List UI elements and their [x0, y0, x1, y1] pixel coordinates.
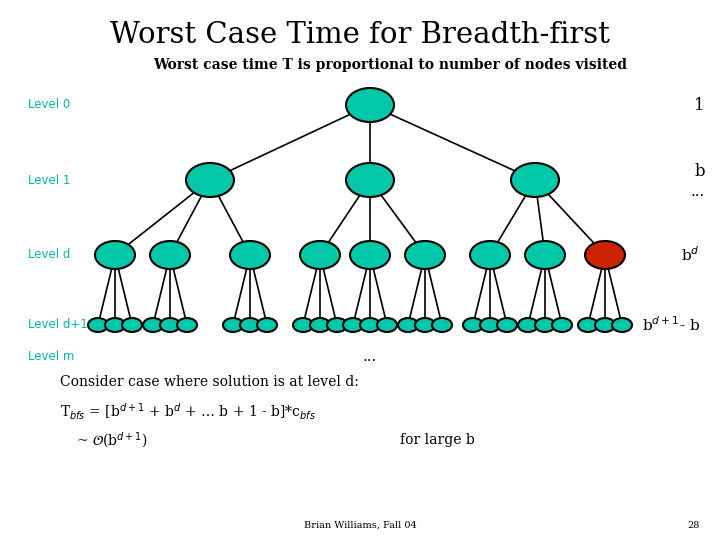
Text: Level d+1: Level d+1 — [28, 319, 88, 332]
Ellipse shape — [377, 318, 397, 332]
Ellipse shape — [346, 163, 394, 197]
Ellipse shape — [432, 318, 452, 332]
Ellipse shape — [105, 318, 125, 332]
Text: b: b — [694, 164, 705, 180]
Ellipse shape — [293, 318, 313, 332]
Text: Level 1: Level 1 — [28, 173, 71, 186]
Ellipse shape — [95, 241, 135, 269]
Ellipse shape — [160, 318, 180, 332]
Text: b$^{d+1}$- b: b$^{d+1}$- b — [642, 316, 700, 334]
Ellipse shape — [518, 318, 538, 332]
Ellipse shape — [552, 318, 572, 332]
Ellipse shape — [470, 241, 510, 269]
Ellipse shape — [240, 318, 260, 332]
Text: ...: ... — [363, 350, 377, 364]
Ellipse shape — [223, 318, 243, 332]
Ellipse shape — [143, 318, 163, 332]
Text: ~ $\mathcal{O}$(b$^{d+1}$): ~ $\mathcal{O}$(b$^{d+1}$) — [76, 430, 148, 450]
Ellipse shape — [578, 318, 598, 332]
Ellipse shape — [257, 318, 277, 332]
Ellipse shape — [177, 318, 197, 332]
Ellipse shape — [310, 318, 330, 332]
Ellipse shape — [525, 241, 565, 269]
Text: T$_{bfs}$ = [b$^{d+1}$ + b$^d$ + $\ldots$ b + 1 - b]*c$_{bfs}$: T$_{bfs}$ = [b$^{d+1}$ + b$^d$ + $\ldots… — [60, 402, 316, 422]
Ellipse shape — [398, 318, 418, 332]
Text: Worst case time T is proportional to number of nodes visited: Worst case time T is proportional to num… — [153, 58, 627, 72]
Ellipse shape — [595, 318, 615, 332]
Ellipse shape — [612, 318, 632, 332]
Text: Worst Case Time for Breadth-first: Worst Case Time for Breadth-first — [110, 21, 610, 49]
Ellipse shape — [343, 318, 363, 332]
Ellipse shape — [88, 318, 108, 332]
Text: Level m: Level m — [28, 350, 74, 363]
Ellipse shape — [480, 318, 500, 332]
Text: 1: 1 — [694, 97, 705, 113]
Ellipse shape — [346, 88, 394, 122]
Ellipse shape — [360, 318, 380, 332]
Text: Level 0: Level 0 — [28, 98, 71, 111]
Ellipse shape — [585, 241, 625, 269]
Ellipse shape — [186, 163, 234, 197]
Ellipse shape — [415, 318, 435, 332]
Ellipse shape — [230, 241, 270, 269]
Text: 28: 28 — [688, 521, 700, 530]
Ellipse shape — [535, 318, 555, 332]
Ellipse shape — [497, 318, 517, 332]
Text: b$^d$: b$^d$ — [681, 246, 700, 265]
Ellipse shape — [122, 318, 142, 332]
Ellipse shape — [150, 241, 190, 269]
Ellipse shape — [327, 318, 347, 332]
Text: ...: ... — [690, 185, 705, 199]
Ellipse shape — [405, 241, 445, 269]
Ellipse shape — [300, 241, 340, 269]
Text: Consider case where solution is at level d:: Consider case where solution is at level… — [60, 375, 359, 389]
Ellipse shape — [463, 318, 483, 332]
Text: Level d: Level d — [28, 248, 71, 261]
Ellipse shape — [350, 241, 390, 269]
Text: for large b: for large b — [400, 433, 474, 447]
Text: Brian Williams, Fall 04: Brian Williams, Fall 04 — [304, 521, 416, 530]
Ellipse shape — [511, 163, 559, 197]
